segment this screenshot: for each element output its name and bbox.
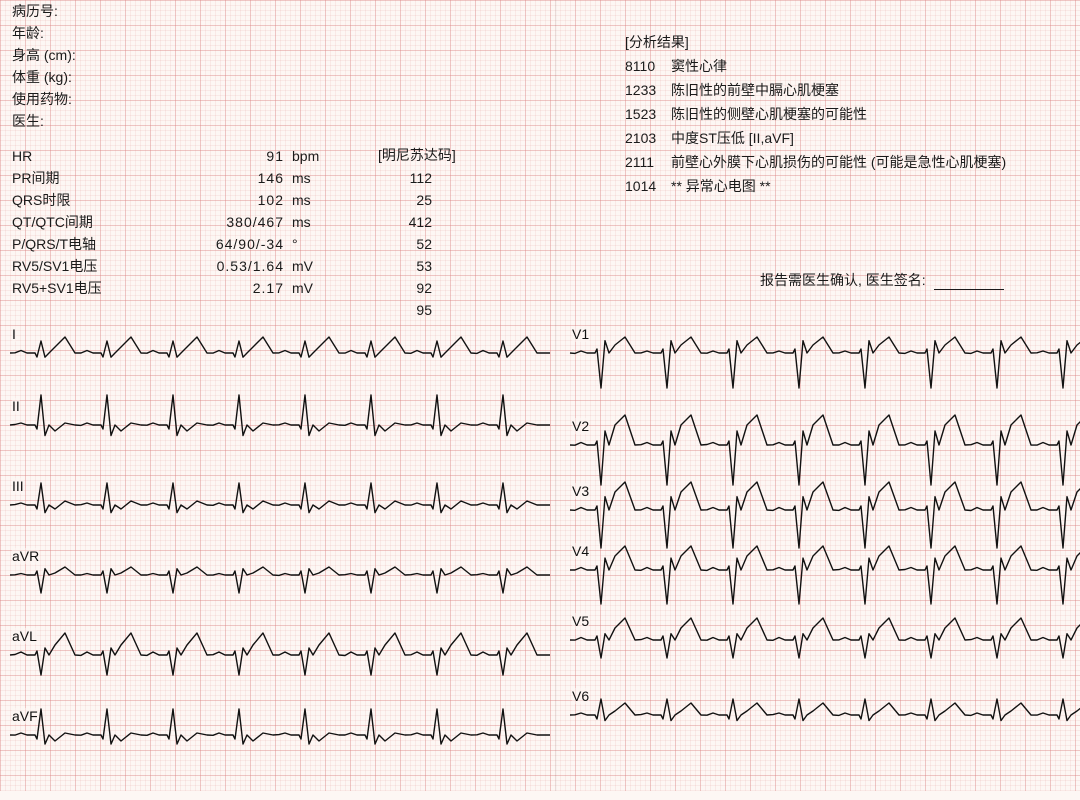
measurement-unit: bpm [292, 148, 342, 164]
measurement-row: HR91bpm [12, 145, 532, 167]
field-weight: 体重 (kg): [12, 66, 552, 88]
measurement-value: 91 [192, 148, 292, 164]
analysis-text: 窦性心律 [671, 54, 727, 78]
ecg-trace-V6 [570, 660, 1080, 780]
analysis-row: 2103中度ST压低 [II,aVF] [625, 126, 1065, 150]
analysis-text: 前壁心外膜下心肌损伤的可能性 (可能是急性心肌梗塞) [671, 150, 1006, 174]
analysis-row: 2111前壁心外膜下心肌损伤的可能性 (可能是急性心肌梗塞) [625, 150, 1065, 174]
ecg-trace-aVF [10, 680, 550, 800]
measurement-value: 380/467 [192, 214, 292, 230]
minnesota-code: 112 [342, 170, 432, 186]
analysis-text: ** 异常心电图 ** [671, 174, 771, 198]
ecg-traces-area: IIIIIIaVRaVLaVFV1V2V3V4V5V6 [0, 320, 1080, 790]
field-age: 年龄: [12, 22, 552, 44]
patient-info-block: 病历号: 年龄: 身高 (cm): 体重 (kg): 使用药物: 医生: [12, 0, 552, 132]
signature-line: 报告需医生确认, 医生签名: [760, 270, 1004, 290]
measurement-unit: ms [292, 214, 342, 230]
measurement-row: P/QRS/T电轴64/90/-34°52 [12, 233, 532, 255]
measurement-label: P/QRS/T电轴 [12, 234, 192, 254]
signature-label: 报告需医生确认, 医生签名: [760, 272, 926, 288]
analysis-code: 2103 [625, 126, 671, 150]
analysis-text: 陈旧性的前壁中膈心肌梗塞 [671, 78, 839, 102]
measurement-value: 146 [192, 170, 292, 186]
measurement-label: PR间期 [12, 168, 192, 188]
analysis-block: [分析结果] 8110窦性心律1233陈旧性的前壁中膈心肌梗塞1523陈旧性的侧… [625, 30, 1065, 198]
measurement-label: QRS时限 [12, 190, 192, 210]
analysis-text: 陈旧性的侧壁心肌梗塞的可能性 [671, 102, 867, 126]
measurement-row: RV5/SV1电压0.53/1.64mV53 [12, 255, 532, 277]
field-height: 身高 (cm): [12, 44, 552, 66]
measurement-value: 0.53/1.64 [192, 258, 292, 274]
field-doctor: 医生: [12, 110, 552, 132]
measurement-row: QT/QTC间期380/467ms412 [12, 211, 532, 233]
measurement-unit: mV [292, 280, 342, 296]
measurement-row: PR间期146ms112 [12, 167, 532, 189]
measurement-unit: ms [292, 170, 342, 186]
signature-underline [934, 289, 1004, 290]
measurement-unit: ° [292, 236, 342, 252]
minnesota-code: 412 [342, 214, 432, 230]
measurement-label: RV5+SV1电压 [12, 278, 192, 298]
analysis-row: 1233陈旧性的前壁中膈心肌梗塞 [625, 78, 1065, 102]
field-record-no: 病历号: [12, 0, 552, 22]
analysis-code: 8110 [625, 54, 671, 78]
minnesota-code: 25 [342, 192, 432, 208]
minnesota-code: 52 [342, 236, 432, 252]
analysis-code: 1523 [625, 102, 671, 126]
measurement-unit: ms [292, 192, 342, 208]
measurement-label: RV5/SV1电压 [12, 256, 192, 276]
measurement-value: 64/90/-34 [192, 236, 292, 252]
analysis-row: 1523陈旧性的侧壁心肌梗塞的可能性 [625, 102, 1065, 126]
field-medication: 使用药物: [12, 88, 552, 110]
measurement-row: QRS时限102ms25 [12, 189, 532, 211]
analysis-code: 1014 [625, 174, 671, 198]
analysis-code: 1233 [625, 78, 671, 102]
analysis-title: [分析结果] [625, 30, 1065, 54]
analysis-results: 8110窦性心律1233陈旧性的前壁中膈心肌梗塞1523陈旧性的侧壁心肌梗塞的可… [625, 54, 1065, 198]
measurement-value: 2.17 [192, 280, 292, 296]
minnesota-code: 53 [342, 258, 432, 274]
analysis-row: 8110窦性心律 [625, 54, 1065, 78]
measurement-unit: mV [292, 258, 342, 274]
measurement-value: 102 [192, 192, 292, 208]
measurements-table: HR91bpmPR间期146ms112QRS时限102ms25QT/QTC间期3… [12, 145, 532, 321]
analysis-code: 2111 [625, 150, 671, 174]
measurement-row: RV5+SV1电压2.17mV92 [12, 277, 532, 299]
measurement-label: QT/QTC间期 [12, 212, 192, 232]
minnesota-code: 92 [342, 280, 432, 296]
analysis-text: 中度ST压低 [II,aVF] [671, 126, 794, 150]
analysis-row: 1014** 异常心电图 ** [625, 174, 1065, 198]
measurement-label: HR [12, 148, 192, 164]
